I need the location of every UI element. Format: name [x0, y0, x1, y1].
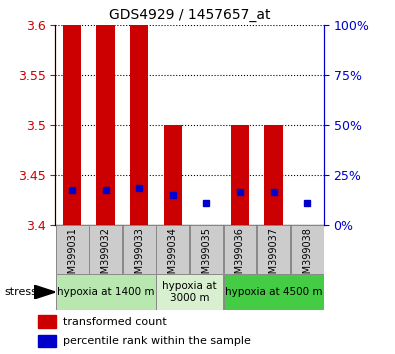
Polygon shape	[34, 285, 55, 299]
Bar	[89, 225, 122, 274]
Bar	[164, 125, 182, 225]
Text: stress: stress	[4, 287, 37, 297]
Bar	[156, 274, 223, 310]
Bar	[56, 225, 88, 274]
Bar	[56, 274, 156, 310]
Bar	[130, 25, 149, 225]
Text: hypoxia at 4500 m: hypoxia at 4500 m	[225, 287, 322, 297]
Bar	[224, 225, 256, 274]
Text: transformed count: transformed count	[63, 316, 167, 327]
Bar	[63, 25, 81, 225]
Text: GSM399038: GSM399038	[302, 227, 312, 286]
Text: GSM399035: GSM399035	[201, 227, 211, 286]
Bar	[96, 25, 115, 225]
Title: GDS4929 / 1457657_at: GDS4929 / 1457657_at	[109, 8, 270, 22]
Text: GSM399037: GSM399037	[269, 227, 278, 286]
Text: hypoxia at
3000 m: hypoxia at 3000 m	[162, 281, 217, 303]
Bar	[231, 125, 249, 225]
Bar	[38, 315, 56, 328]
Bar	[224, 274, 324, 310]
Bar	[190, 225, 223, 274]
Bar	[123, 225, 156, 274]
Bar	[156, 225, 189, 274]
Text: GSM399034: GSM399034	[168, 227, 178, 286]
Text: GSM399032: GSM399032	[101, 227, 111, 286]
Text: GSM399036: GSM399036	[235, 227, 245, 286]
Bar	[38, 335, 56, 347]
Text: GSM399031: GSM399031	[67, 227, 77, 286]
Bar	[291, 225, 324, 274]
Bar	[257, 225, 290, 274]
Text: GSM399033: GSM399033	[134, 227, 144, 286]
Bar	[264, 125, 283, 225]
Text: percentile rank within the sample: percentile rank within the sample	[63, 336, 251, 346]
Text: hypoxia at 1400 m: hypoxia at 1400 m	[57, 287, 154, 297]
